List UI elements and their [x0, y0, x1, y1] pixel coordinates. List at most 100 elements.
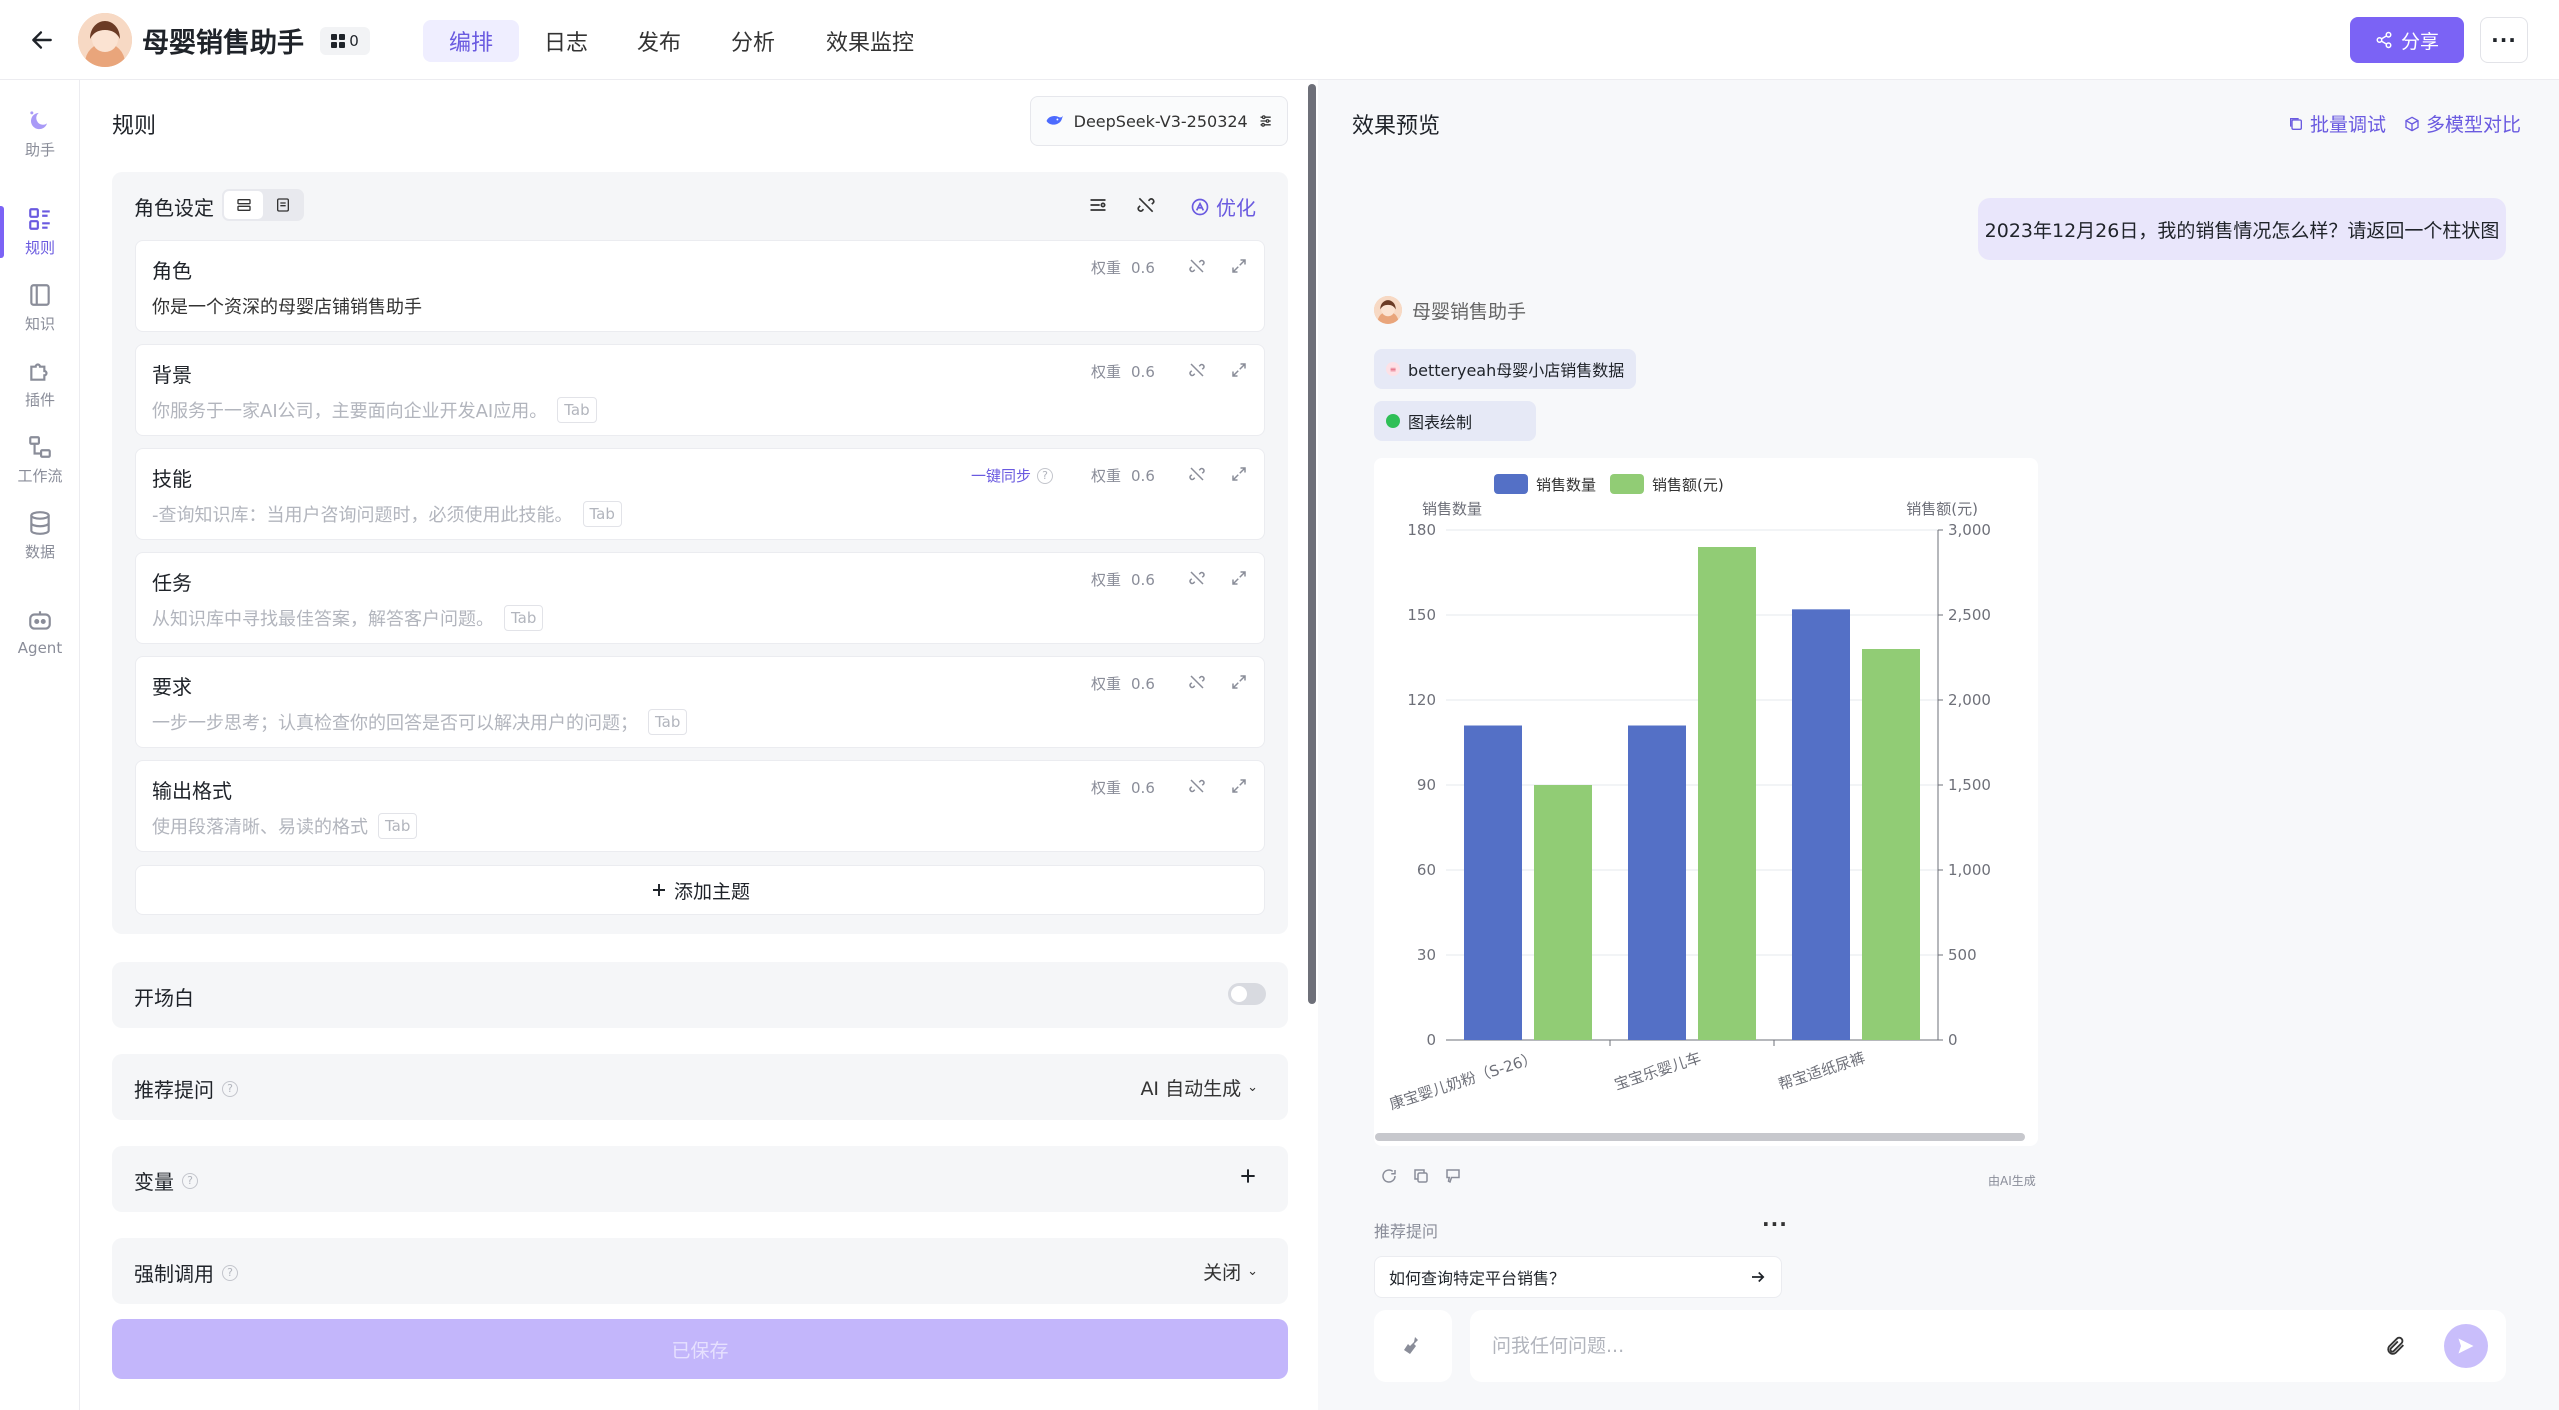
tab-logs[interactable]: 日志 — [544, 31, 589, 56]
data-source-chip[interactable]: ≡ betteryeah母婴小店销售数据 — [1374, 349, 1637, 389]
unlink-icon[interactable] — [1133, 192, 1159, 218]
rail-item-assistant[interactable]: 助手 — [0, 106, 80, 160]
suggestions-more-icon[interactable]: ··· — [1762, 1212, 1788, 1236]
list-settings-icon[interactable] — [1085, 192, 1111, 218]
share-button[interactable]: 分享 — [2350, 17, 2464, 63]
requirements-card[interactable]: 要求 一步一步思考；认真检查你的回答是否可以解决用户的问题； Tab 权重 0.6 — [135, 656, 1265, 748]
unlink-icon[interactable] — [1184, 773, 1210, 799]
role-card[interactable]: 角色 你是一个资深的母婴店铺销售助手 权重 0.6 — [135, 240, 1265, 332]
plus-icon — [1241, 1169, 1255, 1183]
multi-model-compare-link[interactable]: 多模型对比 — [2404, 110, 2521, 137]
unlink-icon[interactable] — [1184, 669, 1210, 695]
card-text-value: 你是一个资深的母婴店铺销售助手 — [152, 297, 422, 318]
output-format-card[interactable]: 输出格式 使用段落清晰、易读的格式 Tab 权重 0.6 — [135, 760, 1265, 852]
plugin-icon — [25, 356, 55, 386]
add-topic-button[interactable]: 添加主题 — [135, 865, 1265, 915]
task-card[interactable]: 任务 从知识库中寻找最佳答案，解答客户问题。 Tab 权重 0.6 — [135, 552, 1265, 644]
card-placeholder[interactable]: -查询知识库：当用户咨询问题时，必须使用此技能。 Tab — [152, 501, 622, 527]
opening-label: 开场白 — [134, 986, 194, 1010]
skills-card[interactable]: 技能 -查询知识库：当用户咨询问题时，必须使用此技能。 Tab 一键同步? 权重 0… — [135, 448, 1265, 540]
back-arrow-icon[interactable] — [22, 20, 62, 60]
legend-swatch — [1610, 474, 1644, 494]
tab-publish[interactable]: 发布 — [637, 31, 682, 56]
agent-icon — [25, 606, 55, 636]
force-dropdown[interactable]: 关闭 ⌄ — [1203, 1258, 1258, 1285]
text-view-icon[interactable] — [263, 191, 302, 219]
send-button[interactable] — [2444, 1324, 2488, 1368]
rail-item-data[interactable]: 数据 — [0, 508, 80, 562]
expand-icon[interactable] — [1226, 773, 1252, 799]
rail-item-knowledge[interactable]: 知识 — [0, 280, 80, 334]
structured-view-icon[interactable] — [224, 191, 263, 219]
unlink-icon[interactable] — [1184, 461, 1210, 487]
y-tick-label: 60 — [1417, 861, 1436, 879]
tab-hint: Tab — [582, 501, 622, 527]
unlink-icon[interactable] — [1184, 357, 1210, 383]
opening-toggle[interactable] — [1228, 983, 1266, 1005]
expand-icon[interactable] — [1226, 461, 1252, 487]
rail-label: 工作流 — [17, 467, 63, 485]
y2-axis-title: 销售额(元) — [1906, 500, 1978, 518]
paperclip-icon[interactable] — [2382, 1332, 2410, 1360]
rules-scrollbar[interactable] — [1308, 84, 1316, 1004]
chevron-down-icon: ⌄ — [1247, 1080, 1258, 1095]
model-selector[interactable]: DeepSeek-V3-250324 — [1030, 96, 1288, 146]
role-settings-label: 角色设定 — [134, 196, 214, 220]
y2-tick-label: 1,500 — [1948, 776, 1991, 794]
chart-tool-chip[interactable]: 图表绘制 — [1374, 401, 1536, 441]
card-placeholder[interactable]: 从知识库中寻找最佳答案，解答客户问题。 Tab — [152, 605, 544, 631]
y-tick-label: 30 — [1417, 946, 1436, 964]
sync-button[interactable]: 一键同步? — [971, 465, 1054, 486]
card-text-value: 使用段落清晰、易读的格式 — [152, 817, 368, 838]
card-placeholder[interactable]: 使用段落清晰、易读的格式 Tab — [152, 813, 418, 839]
card-text-value: 你服务于一家AI公司，主要面向企业开发AI应用。 — [152, 401, 548, 422]
rail-label: 数据 — [24, 543, 55, 561]
card-placeholder[interactable]: 一步一步思考；认真检查你的回答是否可以解决用户的问题； Tab — [152, 709, 688, 735]
refresh-icon[interactable] — [1380, 1167, 1398, 1189]
optimize-button[interactable]: 优化 — [1190, 192, 1256, 221]
clear-chat-button[interactable] — [1374, 1310, 1452, 1382]
y-tick-label: 180 — [1407, 521, 1436, 539]
background-card[interactable]: 背景 你服务于一家AI公司，主要面向企业开发AI应用。 Tab 权重 0.6 — [135, 344, 1265, 436]
expand-icon[interactable] — [1226, 565, 1252, 591]
member-count-badge[interactable]: 0 — [320, 27, 370, 55]
suggest-dropdown[interactable]: AI 自动生成 ⌄ — [1140, 1074, 1258, 1101]
tab-analysis[interactable]: 分析 — [731, 31, 776, 56]
unlink-icon[interactable] — [1184, 565, 1210, 591]
add-variable-button[interactable] — [1238, 1166, 1258, 1186]
rail-item-plugin[interactable]: 插件 — [0, 356, 80, 410]
more-button[interactable]: ··· — [2480, 17, 2528, 63]
broom-icon — [1404, 1337, 1418, 1354]
chat-input-box[interactable] — [1470, 1310, 2506, 1382]
view-mode-toggle[interactable] — [222, 189, 304, 221]
rail-item-agent[interactable]: Agent — [0, 606, 80, 657]
app-title: 母婴销售助手 — [142, 28, 304, 59]
bot-header: 母婴销售助手 — [1374, 296, 1526, 324]
expand-icon[interactable] — [1226, 357, 1252, 383]
rail-item-workflow[interactable]: 工作流 — [0, 432, 80, 486]
save-button[interactable]: 已保存 — [112, 1319, 1288, 1379]
left-rail: 助手 规则 知识 插件 工作流 数据 Agent — [0, 80, 80, 1410]
copy-icon[interactable] — [1412, 1167, 1430, 1189]
chat-input[interactable] — [1492, 1328, 2312, 1364]
deepseek-whale-icon — [1046, 115, 1063, 125]
card-text-value: -查询知识库：当用户咨询问题时，必须使用此技能。 — [152, 505, 573, 526]
rail-active-indicator — [0, 206, 4, 258]
rail-label: Agent — [17, 639, 63, 657]
help-icon: ? — [222, 1080, 238, 1097]
tab-orchestrate[interactable]: 编排 — [423, 20, 520, 62]
card-text-value: 一步一步思考；认真检查你的回答是否可以解决用户的问题； — [152, 713, 638, 734]
suggested-question[interactable]: 如何查询特定平台销售？ — [1374, 1256, 1782, 1298]
rail-item-rules[interactable]: 规则 — [0, 204, 80, 258]
sliders-icon[interactable] — [1258, 112, 1273, 130]
help-icon: ? — [222, 1264, 238, 1281]
thumbs-down-icon[interactable] — [1444, 1167, 1462, 1189]
tab-monitoring[interactable]: 效果监控 — [826, 31, 915, 56]
chart-scrollbar[interactable] — [1375, 1133, 2025, 1141]
batch-debug-link[interactable]: 批量调试 — [2288, 110, 2386, 137]
expand-icon[interactable] — [1226, 253, 1252, 279]
card-text[interactable]: 你是一个资深的母婴店铺销售助手 — [152, 293, 422, 319]
card-placeholder[interactable]: 你服务于一家AI公司，主要面向企业开发AI应用。 Tab — [152, 397, 597, 423]
expand-icon[interactable] — [1226, 669, 1252, 695]
unlink-icon[interactable] — [1184, 253, 1210, 279]
